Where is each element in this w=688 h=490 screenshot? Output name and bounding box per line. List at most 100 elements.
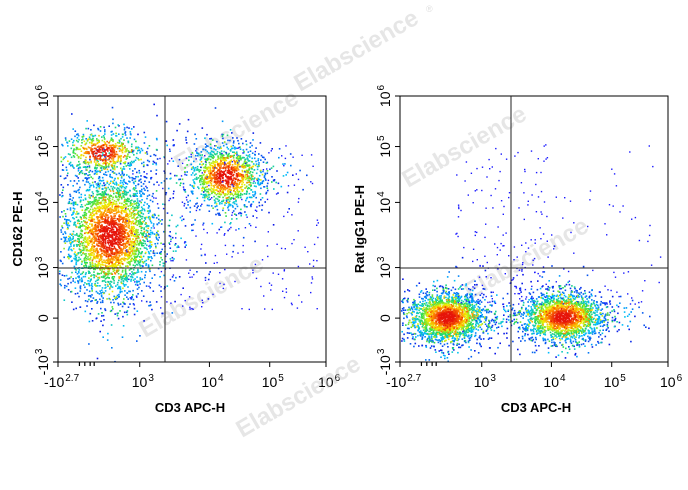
event-dot (231, 218, 233, 220)
event-dot (111, 167, 114, 169)
event-dot (188, 159, 190, 162)
event-dot (78, 295, 80, 298)
event-dot (236, 153, 238, 155)
event-dot (73, 144, 76, 147)
event-dot (121, 169, 123, 171)
event-dot (122, 162, 125, 164)
event-dot (203, 179, 206, 181)
event-dot (187, 204, 189, 206)
event-dot (220, 184, 223, 186)
event-dot (87, 238, 89, 241)
event-dot (74, 287, 77, 289)
event-dot (124, 257, 126, 260)
event-dot (183, 189, 186, 192)
event-dot (96, 142, 99, 145)
event-dot (233, 177, 235, 180)
event-dot (97, 128, 100, 131)
event-dot (108, 245, 111, 247)
event-dot (210, 150, 213, 152)
event-dot (86, 207, 88, 209)
event-dot (125, 238, 127, 240)
event-dot (245, 178, 247, 181)
event-dot (185, 142, 188, 144)
event-dot (99, 130, 102, 132)
event-dot (149, 268, 151, 270)
event-dot (84, 261, 86, 264)
event-dot (135, 203, 137, 205)
event-dot (234, 198, 236, 200)
event-dot (89, 203, 91, 205)
event-dot (96, 139, 98, 142)
event-dot (121, 202, 123, 205)
event-dot (125, 283, 127, 286)
event-dot (239, 155, 242, 157)
event-dot (96, 272, 99, 275)
event-dot (217, 165, 219, 167)
event-dot (113, 276, 115, 278)
event-dot (157, 239, 159, 241)
event-dot (90, 275, 92, 277)
event-dot (137, 260, 139, 262)
event-dot (254, 153, 256, 156)
event-dot (299, 169, 301, 172)
event-dot (243, 164, 246, 167)
event-dot (100, 292, 102, 294)
event-dot (108, 246, 111, 249)
event-dot (115, 250, 118, 253)
event-dot (240, 208, 242, 211)
event-dot (97, 235, 100, 238)
event-dot (143, 260, 146, 263)
event-dot (106, 155, 109, 158)
event-dot (72, 278, 74, 280)
event-dot (195, 203, 197, 205)
event-dot (112, 157, 115, 159)
event-dot (179, 216, 182, 219)
event-dot (237, 180, 239, 182)
event-dot (133, 201, 135, 203)
event-dot (84, 151, 87, 153)
event-dot (126, 183, 129, 185)
event-dot (223, 162, 225, 164)
event-dot (109, 190, 112, 192)
event-dot (148, 304, 150, 307)
event-dot (234, 152, 237, 155)
event-dot (113, 224, 115, 227)
event-dot (143, 131, 146, 134)
event-dot (286, 191, 289, 194)
event-dot (95, 221, 98, 224)
event-dot (240, 158, 242, 161)
event-dot (96, 161, 99, 163)
event-dot (99, 157, 102, 160)
event-dot (111, 176, 114, 179)
event-dot (126, 215, 129, 217)
event-dot (184, 167, 186, 169)
event-dot (95, 264, 97, 266)
event-dot (155, 190, 158, 192)
event-dot (74, 254, 77, 256)
event-dot (236, 151, 238, 153)
event-dot (86, 203, 88, 206)
event-dot (126, 310, 129, 312)
event-dot (112, 118, 114, 121)
event-dot (226, 157, 229, 159)
event-dot (227, 205, 230, 207)
event-dot (228, 152, 230, 155)
event-dot (117, 157, 120, 160)
event-dot (149, 301, 151, 303)
event-dot (180, 237, 182, 240)
event-dot (128, 246, 131, 249)
event-dot (113, 247, 116, 249)
event-dot (160, 223, 163, 225)
event-dot (120, 179, 122, 182)
event-dot (192, 223, 195, 226)
event-dot (147, 256, 150, 258)
event-dot (129, 229, 131, 232)
event-dot (153, 183, 155, 186)
event-dot (96, 191, 99, 193)
event-dot (94, 166, 96, 169)
event-dot (266, 161, 269, 164)
event-dot (118, 229, 120, 231)
event-dot (69, 207, 72, 209)
event-dot (214, 184, 216, 186)
event-dot (90, 220, 92, 222)
